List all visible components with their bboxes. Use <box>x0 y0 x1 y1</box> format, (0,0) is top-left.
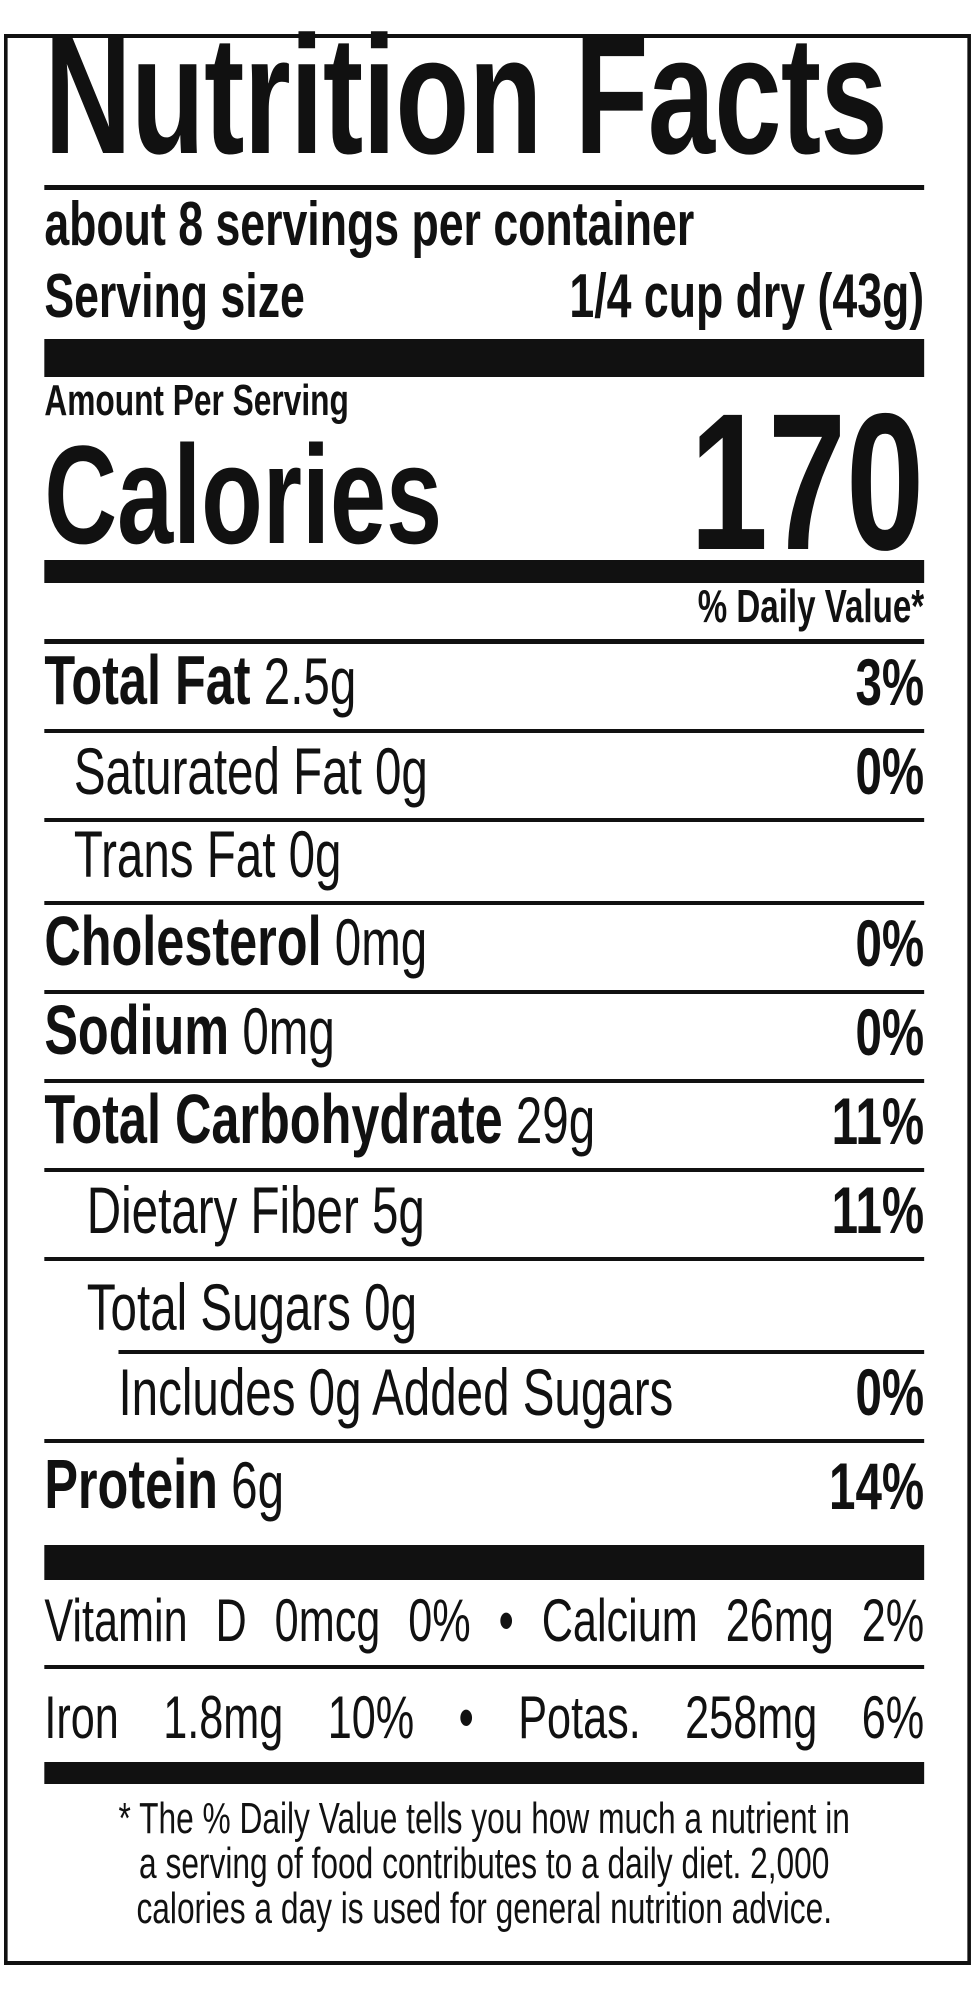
calories-label: Calories <box>44 416 443 573</box>
footnote: * The % Daily Value tells you how much a… <box>44 1784 924 1931</box>
divider <box>44 185 925 190</box>
footnote-line: a serving of food contributes to a daily… <box>139 1839 830 1888</box>
vitamin-text: Vitamin <box>44 1587 188 1654</box>
nutrient-row-total-fat: Total Fat 2.5g 3% <box>44 644 924 733</box>
nutrient-row-total-carbohydrate: Total Carbohydrate 29g 11% <box>44 1083 924 1172</box>
nutrient-row-saturated-fat: Saturated Fat 0g 0% <box>44 733 924 822</box>
nutrient-row-total-sugars: Total Sugars 0g <box>44 1261 925 1354</box>
nutrient-dv: 14% <box>829 1449 925 1523</box>
vitamin-row-2: Iron 1.8mg 10% • Potas. 258mg 6% <box>44 1669 924 1762</box>
servings-per-container: about 8 servings per container <box>44 190 695 259</box>
serving-size-value: 1/4 cup dry (43g) <box>569 262 925 331</box>
footnote-line: * The % Daily Value tells you how much a… <box>118 1794 850 1843</box>
vitamin-amount: 0mcg <box>274 1587 381 1654</box>
nutrient-row-cholesterol: Cholesterol 0mg 0% <box>44 905 924 994</box>
nutrient-name: Dietary Fiber <box>86 1173 359 1247</box>
nutrient-amount: 29g <box>515 1083 596 1157</box>
daily-value-header: % Daily Value* <box>697 580 925 632</box>
vitamin-text: D <box>215 1587 247 1654</box>
vitamin-dv: 2% <box>861 1587 925 1654</box>
vitamin-row-1: Vitamin D 0mcg 0% • Calcium 26mg 2% <box>44 1580 924 1669</box>
vitamin-dv: 6% <box>861 1684 925 1751</box>
nutrient-name: Total Fat <box>44 641 251 719</box>
nutrient-amount: 5g <box>371 1173 425 1247</box>
nutrient-amount: 0mg <box>334 905 428 979</box>
nutrient-name: Total Carbohydrate <box>44 1080 503 1158</box>
nutrient-dv: 0% <box>855 906 925 980</box>
nutrient-row-protein: Protein 6g 14% <box>44 1443 924 1545</box>
nutrient-dv: 0% <box>855 995 925 1069</box>
vitamin-amount: 26mg <box>725 1587 834 1654</box>
vitamin-text: Calcium <box>541 1587 698 1654</box>
nutrient-dv: 11% <box>831 1084 925 1158</box>
nutrient-name: Includes 0g Added Sugars <box>118 1355 674 1429</box>
amount-per-serving: Amount Per Serving <box>44 376 349 425</box>
nutrient-amount: 2.5g <box>263 644 357 718</box>
nutrient-dv: 0% <box>855 1355 925 1429</box>
nutrient-amount: 0g <box>374 734 428 808</box>
nutrient-dv: 0% <box>855 734 925 808</box>
thick-divider <box>44 1545 925 1580</box>
nutrient-dv: 3% <box>855 645 925 719</box>
title-row: Nutrition Facts <box>44 11 924 185</box>
calories-left: Amount Per Serving Calories <box>44 376 443 573</box>
indented-divider <box>118 1350 925 1354</box>
nutrient-name: Sodium <box>44 991 230 1069</box>
serving-size-row: Serving size 1/4 cup dry (43g) <box>44 260 924 334</box>
thick-divider <box>44 1762 925 1784</box>
nutrient-name: Protein <box>44 1445 218 1523</box>
nutrient-name: Saturated Fat <box>73 734 362 808</box>
vitamin-dv: 0% <box>408 1587 471 1654</box>
nutrient-row-sodium: Sodium 0mg 0% <box>44 994 924 1083</box>
nutrient-name: Total Sugars <box>86 1270 351 1344</box>
nutrient-amount: 0mg <box>242 994 335 1068</box>
footnote-line: calories a day is used for general nutri… <box>136 1884 833 1933</box>
serving-size-label: Serving size <box>44 262 305 331</box>
calories-value: 170 <box>689 373 925 591</box>
nutrient-name: Cholesterol <box>44 902 322 980</box>
servings-row: about 8 servings per container <box>44 190 924 260</box>
label-title: Nutrition Facts <box>44 1 887 189</box>
nutrient-amount: 0g <box>288 817 342 891</box>
vitamin-text: Potas. <box>518 1684 641 1751</box>
vitamin-dv: 10% <box>327 1684 415 1751</box>
nutrient-dv: 11% <box>831 1173 925 1247</box>
nutrient-row-dietary-fiber: Dietary Fiber 5g 11% <box>44 1172 924 1261</box>
nutrient-amount: 6g <box>231 1448 285 1522</box>
thick-divider <box>44 560 925 583</box>
bullet-separator: • <box>498 1587 514 1654</box>
nutrition-facts-label: Nutrition Facts about 8 servings per con… <box>4 11 971 1965</box>
nutrient-row-added-sugars: Includes 0g Added Sugars 0% <box>44 1354 924 1443</box>
daily-value-header-row: % Daily Value* <box>44 580 924 644</box>
vitamin-amount: 1.8mg <box>163 1684 284 1751</box>
vitamin-amount: 258mg <box>685 1684 818 1751</box>
bullet-separator: • <box>458 1684 474 1751</box>
thick-divider <box>44 339 925 377</box>
vitamin-text: Iron <box>44 1684 119 1751</box>
nutrient-amount: 0g <box>364 1270 418 1344</box>
nutrient-row-trans-fat: Trans Fat 0g <box>44 821 925 905</box>
calories-block: Amount Per Serving Calories 170 <box>44 373 925 591</box>
nutrient-name: Trans Fat <box>73 817 276 891</box>
